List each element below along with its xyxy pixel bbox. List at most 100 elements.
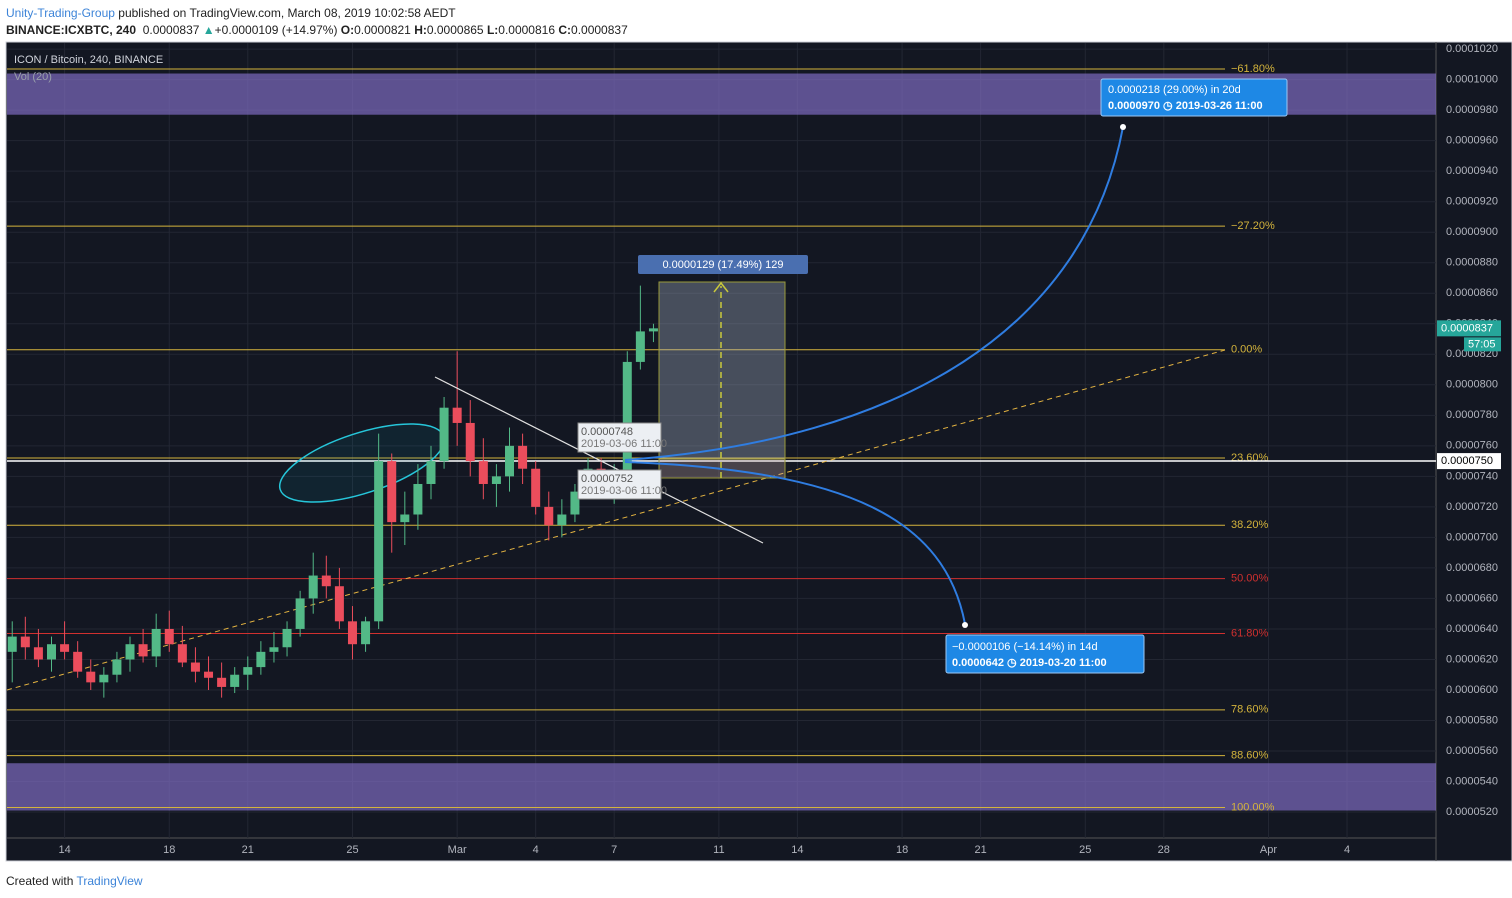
candle-body bbox=[347, 621, 357, 645]
y-tick-label: 0.0000680 bbox=[1446, 562, 1498, 574]
price-note bbox=[577, 469, 662, 500]
y-tick-label: 0.0000760 bbox=[1446, 440, 1498, 452]
countdown: 57:05 bbox=[1468, 338, 1496, 350]
forecast-arrow bbox=[624, 461, 966, 625]
o-label: O: bbox=[340, 23, 355, 37]
l-label: L: bbox=[486, 23, 499, 37]
last: 0.0000837 bbox=[142, 23, 200, 37]
candle-body bbox=[635, 331, 645, 362]
candle-body bbox=[151, 628, 161, 657]
candle-body bbox=[557, 514, 567, 526]
y-tick-label: 0.0000960 bbox=[1446, 135, 1498, 147]
x-tick-label: 4 bbox=[533, 844, 539, 856]
candle-body bbox=[361, 621, 371, 645]
y-tick-label: 0.0000520 bbox=[1446, 806, 1498, 818]
trend-line bbox=[434, 376, 764, 544]
y-tick-label: 0.0000940 bbox=[1446, 165, 1498, 177]
indicator-label: Vol (20) bbox=[14, 71, 52, 83]
y-tick-label: 0.0000540 bbox=[1446, 775, 1498, 787]
o: 0.0000821 bbox=[354, 23, 411, 37]
candle-body bbox=[570, 491, 580, 515]
y-tick-label: 0.0000660 bbox=[1446, 592, 1498, 604]
candle-body bbox=[177, 644, 187, 663]
arrow-head bbox=[713, 281, 729, 293]
published: published on TradingView.com, March 08, … bbox=[118, 6, 456, 20]
y-tick-label: 0.0000640 bbox=[1446, 623, 1498, 635]
candle-body bbox=[387, 461, 397, 523]
candle-body bbox=[46, 644, 56, 660]
candle-body bbox=[217, 677, 227, 687]
symbol: BINANCE:ICXBTC, 240 bbox=[6, 23, 137, 37]
x-tick-label: 14 bbox=[58, 844, 70, 856]
candle-body bbox=[190, 662, 200, 672]
x-tick-label: 4 bbox=[1344, 844, 1350, 856]
candle-body bbox=[243, 667, 253, 675]
x-tick-label: Mar bbox=[448, 844, 467, 856]
candle-body bbox=[505, 445, 515, 477]
candle-body bbox=[648, 328, 658, 332]
price-tag-label: 0.0000837 bbox=[1441, 322, 1493, 334]
price-note-date: 2019-03-06 11:00 bbox=[581, 485, 667, 497]
candle-body bbox=[295, 598, 305, 629]
author[interactable]: Unity-Trading-Group bbox=[6, 6, 115, 20]
candle-body bbox=[308, 575, 318, 599]
fib-label: 50.00% bbox=[1231, 573, 1269, 585]
arrow: ▲ bbox=[202, 23, 215, 37]
candle-body bbox=[413, 483, 423, 515]
c: 0.0000837 bbox=[571, 23, 628, 37]
y-tick-label: 0.0001020 bbox=[1446, 43, 1498, 55]
x-tick-label: 11 bbox=[713, 844, 724, 856]
chart-title: ICON / Bitcoin, 240, BINANCE bbox=[14, 54, 163, 66]
candle-body bbox=[138, 644, 148, 657]
candle-body bbox=[544, 506, 554, 526]
quote-line: BINANCE:ICXBTC, 240 0.0000837 ▲+0.000010… bbox=[6, 23, 628, 37]
candle-body bbox=[230, 674, 240, 687]
y-tick-label: 0.0000800 bbox=[1446, 379, 1498, 391]
x-tick-label: 21 bbox=[242, 844, 254, 856]
fib-label: 78.60% bbox=[1231, 704, 1269, 716]
candle-body bbox=[439, 407, 449, 462]
y-tick-label: 0.0000580 bbox=[1446, 714, 1498, 726]
candle-body bbox=[518, 445, 528, 469]
trend-line bbox=[6, 349, 1226, 691]
candle-body bbox=[73, 651, 83, 672]
price-tag-label: 0.0000750 bbox=[1441, 455, 1493, 467]
candle-body bbox=[465, 422, 475, 462]
candle-body bbox=[99, 674, 109, 683]
x-tick-label: 7 bbox=[611, 844, 617, 856]
target-dot bbox=[1120, 124, 1126, 130]
y-tick-label: 0.0000980 bbox=[1446, 104, 1498, 116]
brand[interactable]: TradingView bbox=[76, 874, 143, 888]
y-tick-label: 0.0000700 bbox=[1446, 531, 1498, 543]
y-tick-label: 0.0000880 bbox=[1446, 257, 1498, 269]
x-tick-label: 25 bbox=[1079, 844, 1091, 856]
price-tag bbox=[1437, 453, 1501, 470]
footer: Created with TradingView bbox=[6, 874, 143, 888]
forecast-box bbox=[1100, 78, 1288, 117]
forecast-detail: 0.0000970 ◷ 2019-03-26 11:00 bbox=[1108, 100, 1263, 112]
candle-body bbox=[164, 628, 174, 645]
y-tick-label: 0.0000860 bbox=[1446, 287, 1498, 299]
h: 0.0000865 bbox=[426, 23, 484, 37]
y-tick-label: 0.0000620 bbox=[1446, 653, 1498, 665]
y-tick-label: 0.0000780 bbox=[1446, 409, 1498, 421]
price-note-text: 0.0000748 bbox=[581, 426, 633, 438]
candle-body bbox=[20, 636, 30, 648]
fib-label: 38.20% bbox=[1231, 519, 1269, 531]
h-label: H: bbox=[414, 23, 427, 37]
annotations: 0.0000218 (29.00%) in 20d 0.0000970 ◷ 20… bbox=[434, 78, 1288, 674]
candle-body bbox=[400, 514, 410, 523]
candle-body bbox=[491, 476, 501, 484]
x-tick-label: 21 bbox=[974, 844, 986, 856]
footer-prefix: Created with bbox=[6, 874, 74, 888]
price-note-text: 0.0000752 bbox=[581, 473, 633, 485]
y-tick-label: 0.0000740 bbox=[1446, 470, 1498, 482]
l: 0.0000816 bbox=[498, 23, 556, 37]
chart-bg bbox=[5, 41, 1512, 862]
y-tick-label: 0.0000720 bbox=[1446, 501, 1498, 513]
candle-body bbox=[426, 461, 436, 484]
position-text: 0.0000129 (17.49%) 129 bbox=[662, 259, 783, 271]
profit-zone bbox=[658, 281, 786, 460]
x-tick-label: 28 bbox=[1158, 844, 1170, 856]
